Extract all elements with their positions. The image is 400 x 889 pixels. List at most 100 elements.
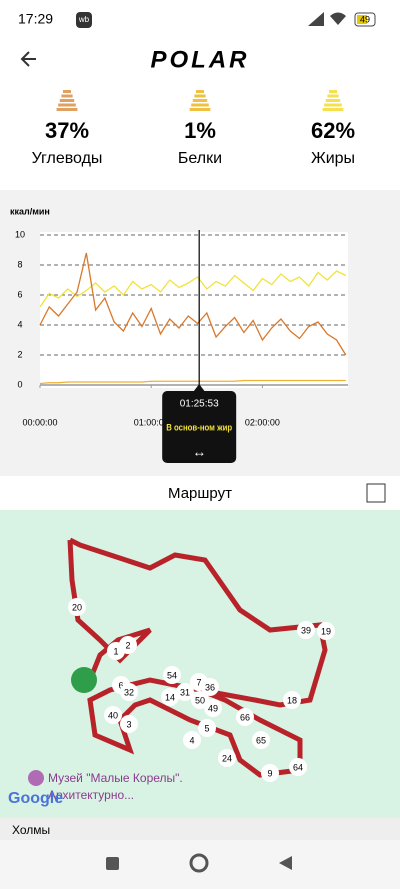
route-marker-label: 2: [125, 640, 130, 650]
route-marker-label: 4: [189, 735, 194, 745]
macro-percent: 62%: [311, 118, 355, 143]
route-marker: [261, 764, 279, 782]
poi-icon: [28, 770, 44, 786]
start-icon: [71, 667, 97, 693]
macro-icon-stripe: [324, 103, 342, 107]
google-logo: Google: [8, 790, 63, 807]
route-marker-label: 19: [321, 626, 331, 636]
macro-icon-stripe: [189, 108, 211, 111]
back-button[interactable]: [20, 51, 36, 67]
macro-icon-stripe: [325, 99, 341, 102]
route-marker-label: 24: [222, 753, 232, 763]
x-tick-label: 01:00:00: [134, 417, 169, 427]
tooltip-text: В основ-ном жир: [166, 422, 232, 432]
route-marker: [191, 691, 209, 709]
macro-icon-stripe: [329, 90, 337, 93]
route-marker-label: 32: [124, 687, 134, 697]
route-marker: [161, 688, 179, 706]
battery-level: [357, 15, 367, 24]
macro-icon-stripe: [196, 90, 204, 93]
battery-icon: [354, 12, 376, 27]
route-marker: [119, 636, 137, 654]
series-line: [39, 270, 347, 308]
route-marker-label: 66: [240, 712, 250, 722]
route-marker-label: 54: [167, 670, 177, 680]
macro-percent: 1%: [184, 118, 216, 143]
route-marker-label: 31: [180, 687, 190, 697]
macro-icon-stripe: [192, 99, 208, 102]
macro-icon-stripe: [63, 90, 71, 93]
route-header: [0, 476, 400, 510]
battery-text: 49: [360, 14, 370, 24]
y-tick-label: 6: [17, 289, 22, 299]
logo: POLAR: [151, 46, 250, 73]
x-tick-label: 00:00:00: [22, 417, 57, 427]
route-marker-label: 5: [204, 723, 209, 733]
route-marker-label: 7: [196, 677, 201, 687]
route-marker: [236, 708, 254, 726]
expand-button[interactable]: [366, 483, 386, 503]
route-marker: [163, 666, 181, 684]
route-marker: [297, 621, 315, 639]
route-marker: [176, 683, 194, 701]
y-axis-label: ккал/мин: [10, 206, 50, 216]
route-marker: [317, 622, 335, 640]
poi-sub: Архитектурно...: [48, 788, 134, 802]
macro-icon-stripe: [191, 103, 209, 107]
macro-icon-stripe: [327, 94, 339, 98]
nav-back[interactable]: [279, 856, 292, 870]
route-marker-label: 50: [195, 695, 205, 705]
route-marker: [252, 731, 270, 749]
route-marker-label: 18: [287, 695, 297, 705]
route-marker-label: 14: [165, 692, 175, 702]
plot-area: [40, 232, 348, 388]
route-marker: [120, 683, 138, 701]
route-marker-label: 64: [293, 762, 303, 772]
macro-icon-stripe: [58, 103, 76, 107]
nav-home[interactable]: [189, 853, 209, 873]
route-marker: [289, 758, 307, 776]
route-title: Маршрут: [168, 485, 232, 502]
badge-bg: [76, 12, 92, 28]
nav-recent[interactable]: [106, 857, 119, 870]
route-marker-label: 9: [267, 768, 272, 778]
macro-percent: 37%: [45, 118, 89, 143]
route-marker: [218, 749, 236, 767]
place-bar: [0, 818, 400, 840]
tooltip-time: 01:25:53: [180, 399, 219, 410]
series-line: [39, 379, 346, 385]
route-marker-label: 20: [72, 602, 82, 612]
signal-icon: [308, 12, 324, 26]
macro-icon-stripe: [322, 108, 344, 111]
y-tick-label: 2: [17, 349, 22, 359]
route-marker: [120, 715, 138, 733]
tooltip: [162, 391, 237, 463]
route-marker-label: 65: [256, 735, 266, 745]
route-marker: [68, 598, 86, 616]
route-marker-label: 39: [301, 625, 311, 635]
poi-name: Музей "Малые Корелы".: [48, 771, 183, 785]
macro-icon-stripe: [61, 94, 73, 98]
route-marker-label: 36: [205, 682, 215, 692]
y-tick-label: 10: [15, 229, 25, 239]
macro-label: Белки: [178, 150, 222, 167]
y-tick-label: 0: [17, 379, 22, 389]
route-marker: [204, 699, 222, 717]
route-marker: [183, 731, 201, 749]
macro-icon-stripe: [59, 99, 75, 102]
tooltip-arrow: ↔: [192, 444, 206, 460]
macro-icon-stripe: [56, 108, 78, 111]
route-marker-label: 6: [118, 680, 123, 690]
route-marker-label: 1: [113, 646, 118, 656]
tooltip-pointer: [193, 384, 206, 392]
nav-bar: [0, 840, 400, 889]
route-marker: [201, 678, 219, 696]
y-tick-label: 4: [17, 319, 22, 329]
badge: wb: [78, 15, 90, 24]
place-name: Холмы: [12, 823, 50, 837]
x-tick-label: 02:00:00: [245, 417, 280, 427]
wifi-icon: [330, 12, 346, 25]
route-marker-label: 40: [108, 710, 118, 720]
